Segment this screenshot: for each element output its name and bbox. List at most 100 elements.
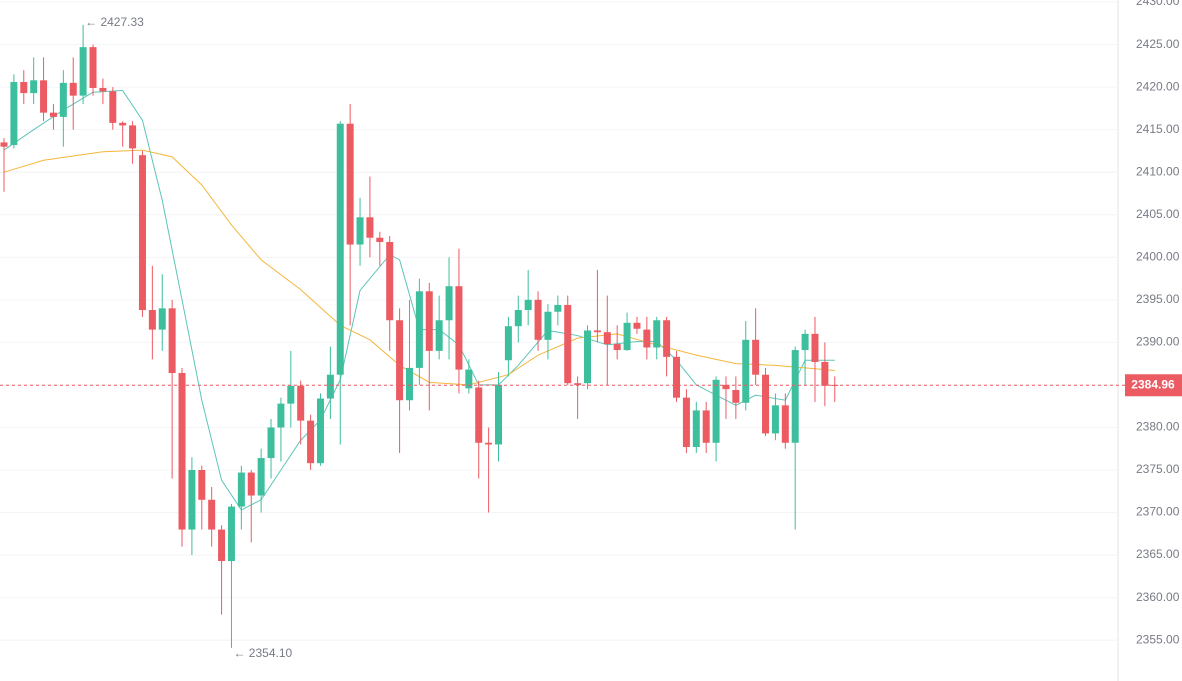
candle-body <box>356 217 364 245</box>
low-annotation: ← 2354.10 <box>233 646 292 660</box>
y-tick-label: 2355.00 <box>1136 632 1180 646</box>
candle-body <box>59 82 67 117</box>
candle-body <box>722 384 730 390</box>
candle-body <box>307 420 315 464</box>
candle-body <box>653 320 661 348</box>
moving-average <box>3 149 835 386</box>
candle-body <box>584 330 592 384</box>
candle-body <box>366 217 374 238</box>
candle-body <box>435 320 443 351</box>
candle-body <box>465 369 473 389</box>
candle-body <box>415 291 423 368</box>
y-tick-label: 2390.00 <box>1136 335 1180 349</box>
candle-body <box>455 286 463 370</box>
candle-body <box>554 304 562 312</box>
candle-body <box>237 472 245 507</box>
candle-body <box>10 82 18 145</box>
candle-body <box>613 344 621 351</box>
candle-body <box>633 322 641 329</box>
candle-body <box>762 374 770 434</box>
candle-body <box>326 374 334 399</box>
candle-body <box>386 241 394 321</box>
candle-body <box>534 299 542 340</box>
candle-body <box>791 350 799 443</box>
candle-body <box>732 390 740 403</box>
y-tick-label: 2415.00 <box>1136 122 1180 136</box>
y-tick-label: 2395.00 <box>1136 292 1180 306</box>
candle-body <box>287 385 295 404</box>
y-tick-label: 2365.00 <box>1136 547 1180 561</box>
candle-body <box>574 383 582 385</box>
y-tick-label: 2420.00 <box>1136 79 1180 93</box>
candle-body <box>277 403 285 428</box>
candle-body <box>811 333 819 362</box>
candle-body <box>158 308 166 330</box>
candle-body <box>712 379 720 443</box>
candle-body <box>623 322 631 351</box>
y-tick-label: 2400.00 <box>1136 249 1180 263</box>
candle-body <box>593 330 601 333</box>
candle-body <box>40 80 48 113</box>
candle-body <box>682 397 690 448</box>
candle-body <box>771 405 779 434</box>
y-tick-label: 2375.00 <box>1136 462 1180 476</box>
candle-body <box>702 410 710 443</box>
candle-body <box>129 125 137 149</box>
candle-body <box>0 142 8 147</box>
last-price-label: 2384.96 <box>1131 377 1175 391</box>
candle-body <box>297 385 305 421</box>
candle-body <box>504 326 512 361</box>
high-annotation: ← 2427.33 <box>85 15 144 29</box>
y-tick-label: 2360.00 <box>1136 590 1180 604</box>
candle-body <box>247 472 255 496</box>
candle-body <box>188 469 196 530</box>
candle-body <box>119 122 127 126</box>
candle-body <box>99 87 107 92</box>
candle-body <box>109 91 117 123</box>
candle-body <box>267 427 275 459</box>
candle-body <box>821 361 829 386</box>
candle-body <box>346 123 354 245</box>
candle-body <box>663 320 671 357</box>
candle-body <box>673 356 681 398</box>
candle-body <box>495 384 502 445</box>
candle-body <box>316 398 324 464</box>
candle-body <box>208 499 216 530</box>
candle-body <box>752 339 760 375</box>
candle-body <box>475 387 483 443</box>
y-tick-label: 2430.00 <box>1136 0 1180 8</box>
candle-body <box>514 310 522 327</box>
y-tick-label: 2425.00 <box>1136 37 1180 51</box>
candle-body <box>781 405 789 443</box>
candle-body <box>445 286 453 321</box>
candle-body <box>227 506 235 562</box>
candle-body <box>30 80 38 94</box>
y-tick-label: 2380.00 <box>1136 420 1180 434</box>
candle-body <box>20 82 28 94</box>
candle-body <box>218 529 226 562</box>
candle-body <box>742 339 750 403</box>
candle-body <box>89 47 97 88</box>
candle-body <box>49 112 57 117</box>
candle-body <box>524 299 532 311</box>
candle-body <box>257 458 265 496</box>
candle-body <box>405 367 413 401</box>
candle-body <box>692 410 700 448</box>
candle-body <box>79 47 87 96</box>
candle-body <box>69 82 77 96</box>
candle-body <box>801 333 809 351</box>
last-price-box <box>1125 374 1182 397</box>
candle-body <box>564 304 572 384</box>
candle-body <box>178 373 186 530</box>
candle-body <box>138 155 146 311</box>
candle-body <box>485 442 493 445</box>
y-tick-label: 2370.00 <box>1136 505 1180 519</box>
candle-body <box>198 469 206 500</box>
candle-body <box>336 123 344 375</box>
candle-body <box>148 310 156 330</box>
candle-body <box>168 308 176 374</box>
y-tick-label: 2410.00 <box>1136 164 1180 178</box>
candle-body <box>396 320 404 401</box>
candle-body <box>425 291 433 351</box>
